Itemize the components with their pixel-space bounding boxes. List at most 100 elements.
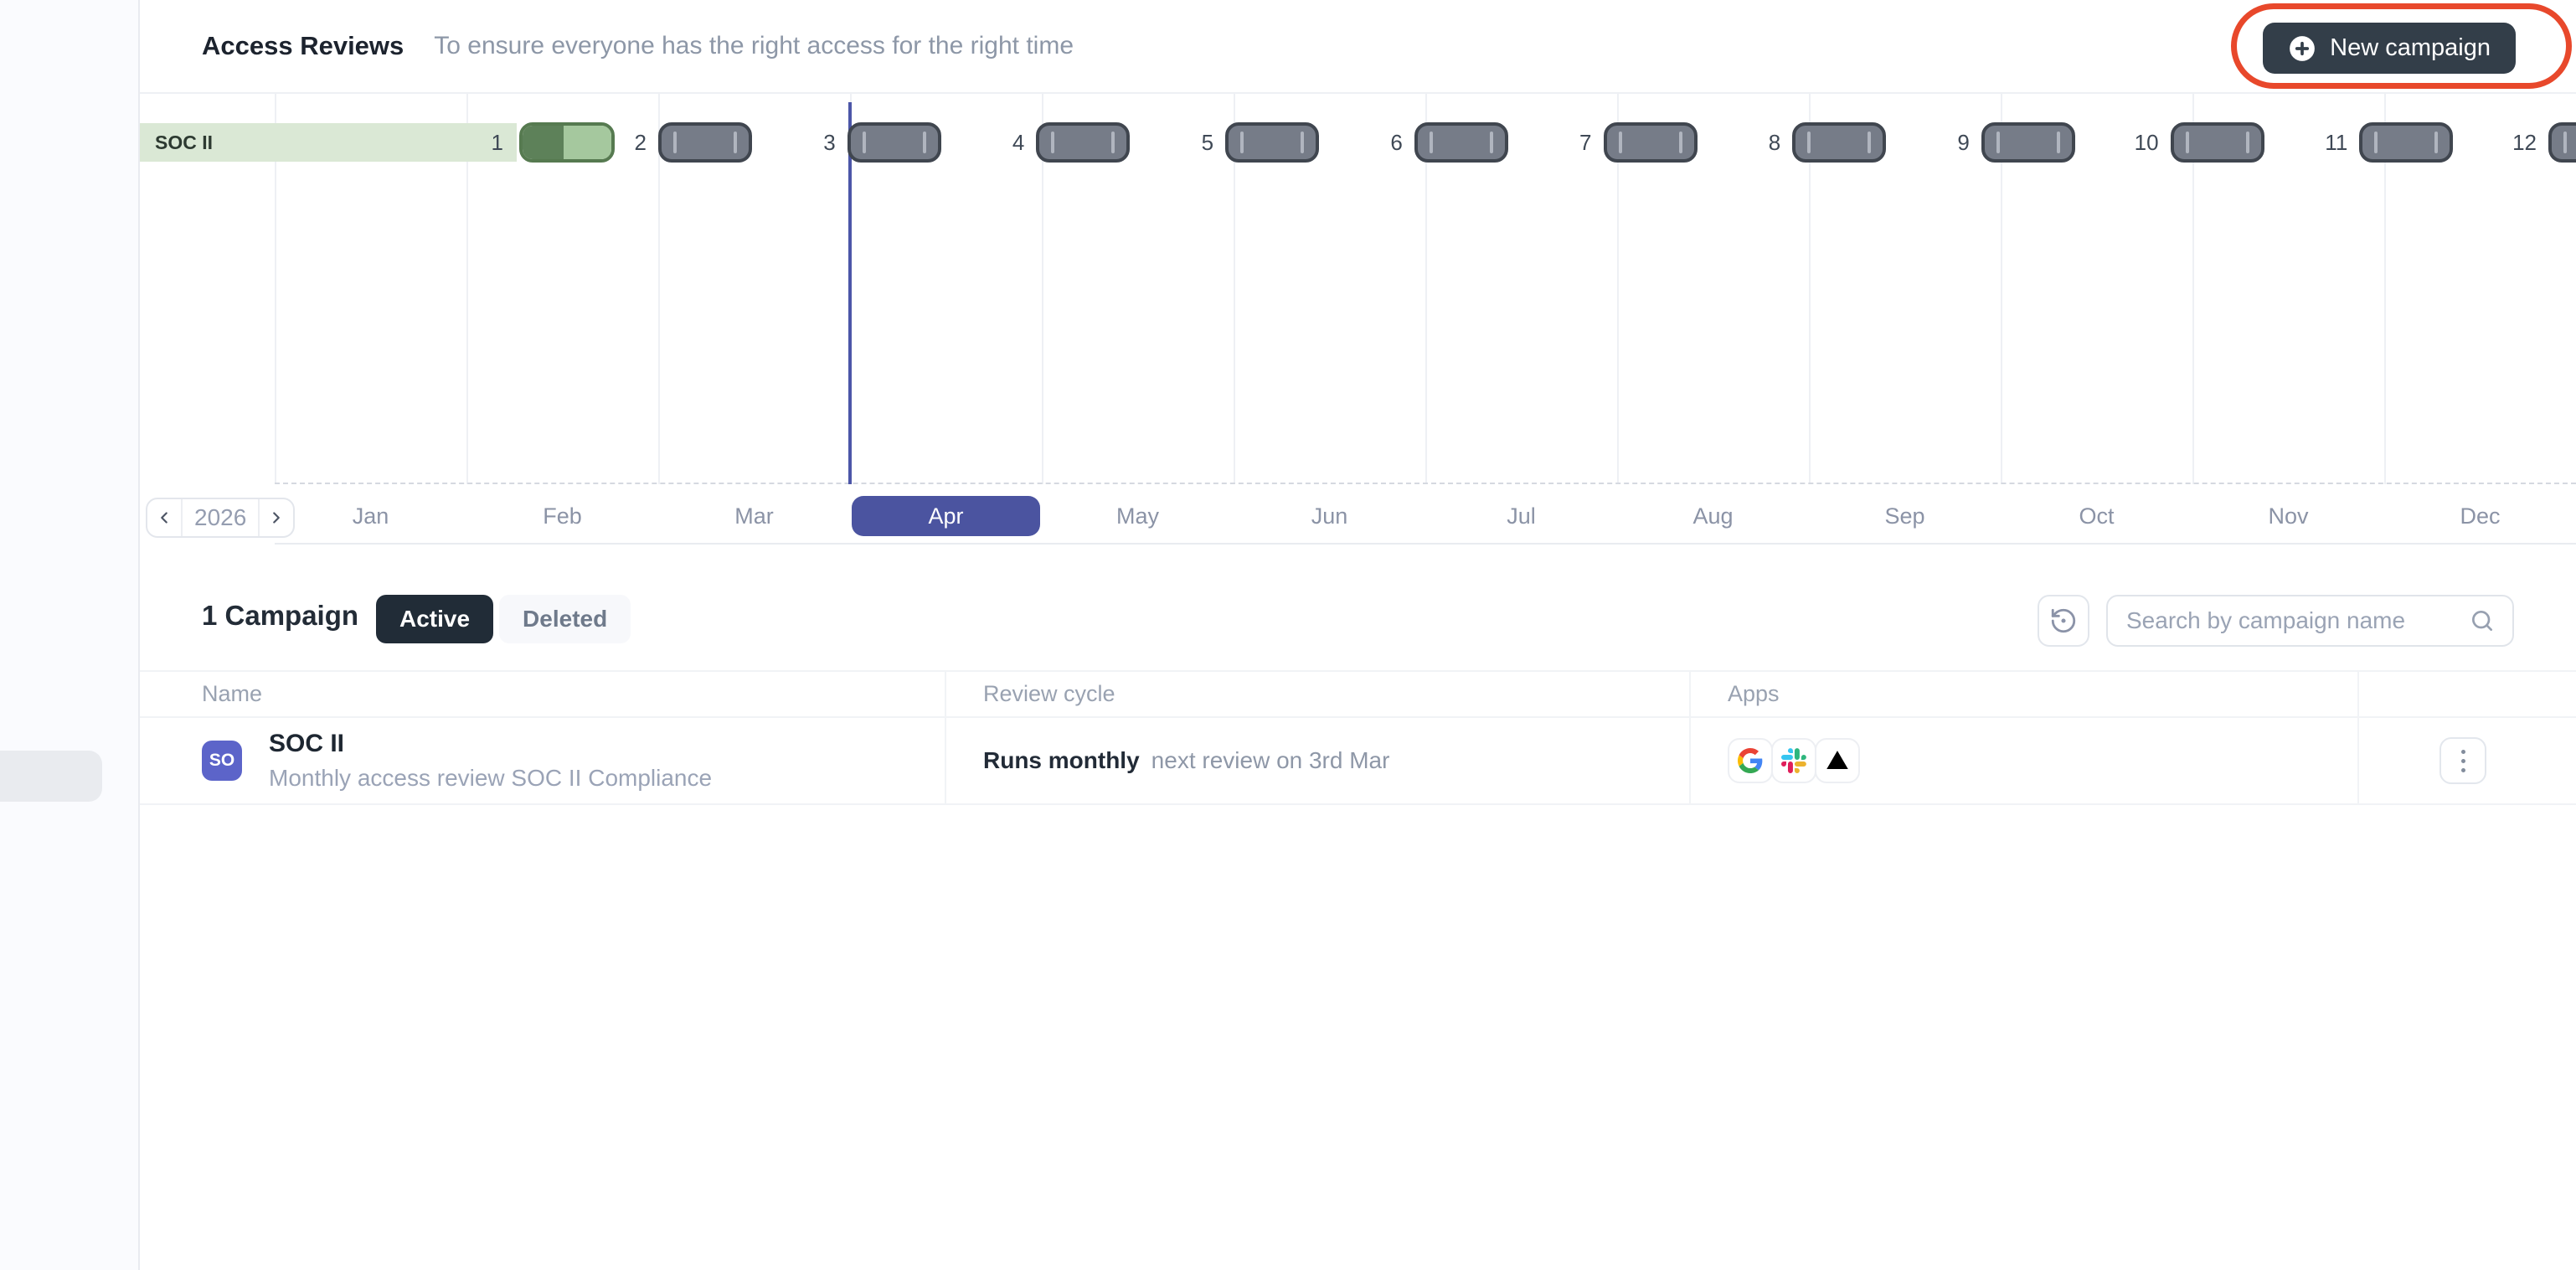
- new-campaign-label: New campaign: [2330, 34, 2491, 61]
- month-jan[interactable]: Jan: [352, 503, 389, 529]
- review-pill-scheduled[interactable]: [1792, 122, 1887, 163]
- milestone-number-5: 5: [1201, 129, 1214, 155]
- table-row[interactable]: SO SOC II Monthly access review SOC II C…: [140, 718, 2576, 805]
- review-pill-scheduled[interactable]: [2548, 122, 2576, 163]
- column-header-apps: Apps: [1689, 672, 2357, 716]
- milestone-number-6: 6: [1390, 129, 1403, 155]
- month-jul[interactable]: Jul: [1507, 503, 1536, 529]
- tab-deleted[interactable]: Deleted: [499, 595, 631, 643]
- month-mar[interactable]: Mar: [734, 503, 774, 529]
- milestone-9: 9: [1931, 122, 2075, 163]
- page-title: Access Reviews: [202, 31, 404, 60]
- review-pill-scheduled[interactable]: [1225, 122, 1320, 163]
- milestone-number-8: 8: [1768, 129, 1781, 155]
- month-jun[interactable]: Jun: [1311, 503, 1348, 529]
- pill-tick: [673, 132, 677, 153]
- kebab-dot: [2460, 758, 2465, 763]
- google-icon: [1738, 748, 1763, 773]
- table-header-row: Name Review cycle Apps: [140, 670, 2576, 718]
- month-dec[interactable]: Dec: [2460, 503, 2501, 529]
- pill-tick: [1240, 132, 1244, 153]
- cycle-frequency: Runs monthly: [983, 747, 1140, 773]
- next-review-note: next review on 3rd Mar: [1151, 747, 1390, 773]
- sidebar: [0, 0, 140, 1270]
- actions-cell: [2357, 718, 2576, 803]
- month-apr[interactable]: Apr: [852, 496, 1040, 536]
- sidebar-placeholder: [0, 751, 102, 802]
- milestone-3: 3: [797, 122, 941, 163]
- milestone-number-9: 9: [1957, 129, 1970, 155]
- column-header-name: Name: [202, 681, 263, 706]
- milestone-2: 2: [608, 122, 752, 163]
- month-oct[interactable]: Oct: [2079, 503, 2115, 529]
- pill-tick: [862, 132, 866, 153]
- review-pill-scheduled[interactable]: [1603, 122, 1698, 163]
- year-navigator: 2026: [146, 498, 296, 538]
- review-pill-scheduled[interactable]: [847, 122, 941, 163]
- month-feb[interactable]: Feb: [543, 503, 582, 529]
- kebab-dot: [2460, 767, 2465, 772]
- review-pill-scheduled[interactable]: [2170, 122, 2264, 163]
- review-pill-scheduled[interactable]: [1414, 122, 1508, 163]
- timeline-baseline-dashed: [275, 483, 2576, 484]
- review-done-remainder: [563, 126, 611, 159]
- pill-tick: [2563, 132, 2567, 153]
- next-year-button[interactable]: [260, 499, 293, 536]
- history-button[interactable]: [2038, 595, 2089, 647]
- chevron-left-icon: [161, 512, 167, 524]
- review-timeline: SOC II 1 2 3 4 5 6 7 8 9 10 11 12 Jan Feb Mar Apr May J…: [140, 94, 2576, 545]
- milestone-5: 5: [1175, 122, 1320, 163]
- months-underline: [275, 543, 2576, 545]
- tab-active[interactable]: Active: [376, 595, 494, 643]
- pill-tick: [2185, 132, 2189, 153]
- row-menu-button[interactable]: [2439, 737, 2486, 784]
- milestone-11: 11: [2309, 122, 2454, 163]
- milestone-number-2: 2: [634, 129, 647, 155]
- page-header: Access Reviews To ensure everyone has th…: [140, 0, 2576, 94]
- milestone-number-4: 4: [1012, 129, 1025, 155]
- month-row: Jan Feb Mar Apr May Jun Jul Aug Sep Oct Nov Dec: [275, 496, 2576, 536]
- review-pill-done[interactable]: [519, 122, 615, 163]
- new-campaign-button[interactable]: New campaign: [2263, 23, 2516, 74]
- chevron-right-icon: [273, 512, 281, 524]
- kebab-dot: [2460, 749, 2465, 754]
- pill-tick: [1301, 132, 1305, 153]
- review-cycle-cell: Runs monthly next review on 3rd Mar: [945, 718, 1689, 803]
- pill-tick: [1111, 132, 1115, 153]
- pill-tick: [2374, 132, 2378, 153]
- review-pill-scheduled[interactable]: [658, 122, 752, 163]
- pill-tick: [1996, 132, 2000, 153]
- review-pill-scheduled[interactable]: [2359, 122, 2454, 163]
- campaign-bar-label: SOC II: [155, 131, 214, 153]
- pill-tick: [2434, 132, 2439, 153]
- column-header-review-cycle: Review cycle: [945, 672, 1689, 716]
- review-pill-scheduled[interactable]: [1981, 122, 2075, 163]
- month-aug[interactable]: Aug: [1692, 503, 1734, 529]
- review-pill-scheduled[interactable]: [1036, 122, 1131, 163]
- previous-year-button[interactable]: [147, 499, 181, 536]
- month-gridline: [2192, 94, 2194, 484]
- campaign-search: [2106, 595, 2514, 647]
- milestone-number-10: 10: [2134, 129, 2159, 155]
- year-label: 2026: [181, 499, 260, 536]
- campaign-timeline-bar[interactable]: SOC II 1: [140, 123, 517, 162]
- milestone-4: 4: [986, 122, 1131, 163]
- pill-tick: [1429, 132, 1433, 153]
- pill-tick: [1807, 132, 1811, 153]
- month-gridline: [2384, 94, 2386, 484]
- month-sep[interactable]: Sep: [1884, 503, 1925, 529]
- name-cell: SO SOC II Monthly access review SOC II C…: [140, 718, 945, 803]
- pill-tick: [2245, 132, 2249, 153]
- month-gridline: [1425, 94, 1427, 484]
- milestone-number-12: 12: [2512, 129, 2537, 155]
- month-nov[interactable]: Nov: [2268, 503, 2309, 529]
- milestone-7: 7: [1553, 122, 1698, 163]
- campaign-description: Monthly access review SOC II Compliance: [269, 765, 713, 791]
- milestone-number-7: 7: [1579, 129, 1592, 155]
- month-may[interactable]: May: [1115, 503, 1159, 529]
- today-marker-line: [848, 102, 852, 484]
- milestone-12: 12: [2498, 122, 2576, 163]
- review-done-progress: [523, 126, 564, 159]
- search-input[interactable]: [2125, 607, 2469, 635]
- campaign-status-tabs: Active Deleted: [376, 595, 631, 643]
